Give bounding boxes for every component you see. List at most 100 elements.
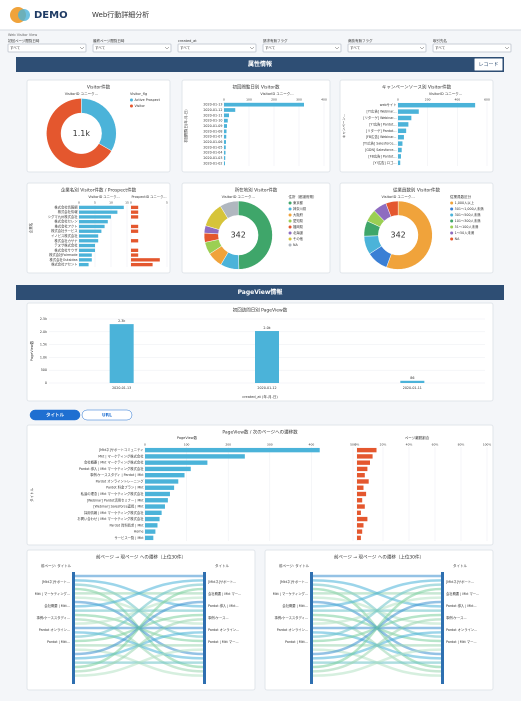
y-tick-label: 1.0k <box>40 355 47 359</box>
bar <box>398 154 401 159</box>
sankey-node-label: Pardot | Mkt マー... <box>446 639 477 644</box>
filter-dropdown[interactable] <box>262 43 342 53</box>
y-tick-label: [Mktネ]サポートコミュニティ <box>99 447 144 452</box>
y-tick-label: 2020-01-04 <box>203 151 222 155</box>
filter-dropdown[interactable] <box>7 43 87 53</box>
bar <box>224 140 226 144</box>
bar <box>357 460 370 465</box>
bar <box>357 510 361 515</box>
x-tick-label: 400 <box>321 98 327 102</box>
legend-swatch <box>288 213 292 217</box>
sankey-node-label: 事例・ケース... <box>446 615 467 620</box>
filter-dropdown[interactable] <box>177 43 257 53</box>
sankey-node-label: 事例・ケーススタディ... <box>36 615 70 620</box>
axis-label: タイトル <box>215 563 229 568</box>
bar <box>357 485 364 490</box>
filter-dropdown[interactable] <box>347 43 427 53</box>
y-tick-label: Pardot オンライントレーニング <box>96 478 145 483</box>
y-tick-label: 0 <box>45 381 47 385</box>
bar <box>398 134 404 140</box>
bar <box>145 447 320 453</box>
y-tick-label: 2020-01-03 <box>203 156 222 160</box>
section-header <box>16 285 504 300</box>
y-tick-label: 株式会社サウザ <box>54 247 78 252</box>
chart-title: 初回閲覧日別 Visitor数 <box>232 84 280 91</box>
filter-dropdown[interactable] <box>432 43 512 53</box>
sankey-node-label: Pardot オンライン... <box>446 627 477 632</box>
filter-value: すべて <box>265 45 276 50</box>
bar <box>131 248 139 252</box>
record-button[interactable] <box>473 57 504 72</box>
y-tick-label: 株式会社セレン <box>54 219 78 224</box>
x-tick-label: 2020-01-12 <box>257 386 276 390</box>
filter-dropdown[interactable] <box>92 43 172 53</box>
bar <box>357 529 363 534</box>
bar <box>79 220 108 224</box>
y-tick-label: シグマ九州株式会社 <box>48 214 78 219</box>
y-axis-label: キャンペーン... <box>342 114 346 138</box>
bar <box>224 118 228 123</box>
measure-label: VisitorID ユニーク... <box>382 194 415 199</box>
x-tick-label: 0 <box>144 443 146 447</box>
section-title: PageView情報 <box>238 288 284 296</box>
bar <box>357 491 367 497</box>
chart-title: 前ページ → 現ページ への遷移（上位30件） <box>96 554 186 561</box>
card <box>339 79 494 173</box>
bar <box>224 156 226 160</box>
y-axis-label: PageView数 <box>29 340 34 361</box>
section-header <box>16 57 504 72</box>
bar <box>398 160 401 166</box>
y-tick-label: 株式会社カサナ <box>54 238 78 243</box>
y-tick-label: 2020-01-06 <box>203 140 222 144</box>
bar <box>224 129 227 134</box>
x-axis-label: created_at (年-月-日) <box>242 394 278 399</box>
donut-slice <box>386 200 433 270</box>
donut-center-label: 342 <box>231 231 246 240</box>
legend-swatch <box>288 201 292 205</box>
legend-label: Active Prospect <box>134 98 160 102</box>
sankey-flow <box>312 618 442 673</box>
legend-swatch <box>288 207 292 211</box>
section-title: 属性情報 <box>248 60 273 68</box>
legend-swatch <box>288 237 292 241</box>
sankey-node-label: 会社概要 | Mkt マー... <box>446 591 479 596</box>
bar <box>357 466 368 472</box>
y-tick-label: 株式会社Outsidea <box>50 257 78 262</box>
legend-label: NA <box>455 237 460 241</box>
x-tick-label: 200 <box>425 98 431 102</box>
legend-label: 愛知県 <box>293 218 304 223</box>
card <box>26 549 256 691</box>
y-tick-label: 2020-01-07 <box>203 135 222 139</box>
bar <box>145 535 154 541</box>
filter-value: すべて <box>180 45 191 50</box>
y-tick-label: 株式会社アセント <box>51 262 77 267</box>
bar <box>145 498 168 503</box>
bar <box>79 229 102 233</box>
filter-value: すべて <box>435 45 446 50</box>
bar <box>79 215 111 219</box>
bar <box>398 115 412 121</box>
y-tick-label: [Webinar] Pardot活用セミナー | Mkt <box>87 497 144 502</box>
tab[interactable] <box>29 409 81 421</box>
y-axis-label: タイトル <box>29 488 34 502</box>
bar <box>357 479 369 484</box>
y-tick-label: 2.5k <box>40 317 47 321</box>
legend-label: ページ離脱割合 <box>405 435 430 440</box>
bar <box>357 535 361 541</box>
bar <box>398 102 476 108</box>
x-tick-label: 15 <box>125 201 129 205</box>
logo-text: DEMO <box>34 10 68 21</box>
y-tick-label: 採用情報 | Mkt マーケティング株式会社 <box>84 510 144 515</box>
bar <box>79 239 99 243</box>
bar <box>398 128 407 134</box>
legend-label: NA <box>293 243 298 247</box>
legend-swatch <box>450 207 454 211</box>
tab[interactable] <box>81 409 133 421</box>
chart-title: PageView数 / 次のページへの遷移数 <box>222 429 298 436</box>
y-tick-label: [リターゲ] Webinar... <box>363 115 396 120</box>
legend-label: VisitorID ユニーク... <box>88 194 119 199</box>
y-tick-label: 事例・ケーススタディ | Pardot | Mkt <box>90 472 144 477</box>
y-tick-label: [GDN] Salesforce... <box>365 148 396 152</box>
legend-label: 101〜300人未満 <box>455 218 481 223</box>
